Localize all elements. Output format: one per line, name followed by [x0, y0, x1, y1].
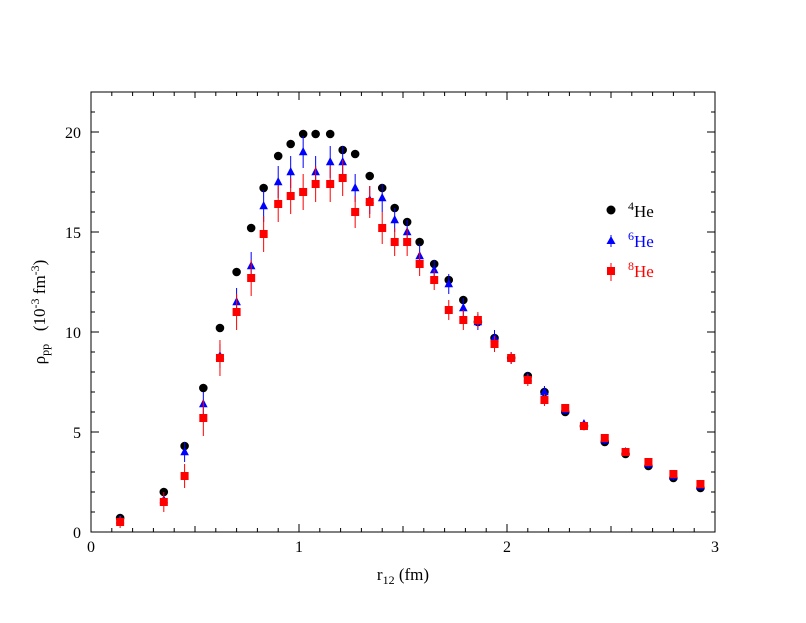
series-6he: [115, 136, 705, 524]
y-tick-label: 15: [65, 225, 81, 242]
data-point: [180, 447, 189, 456]
y-tick-label: 10: [65, 325, 81, 342]
data-point: [415, 260, 424, 268]
legend-item-8he: 8He: [607, 259, 654, 281]
series-8he: [116, 160, 705, 528]
data-point: [199, 414, 208, 422]
data-point: [259, 230, 268, 238]
legend-label-6he: 6He: [628, 229, 654, 251]
data-point: [365, 198, 374, 206]
y-axis-label: ρpp (10-3 fm-3): [28, 260, 52, 365]
data-point: [232, 308, 241, 316]
data-point: [180, 472, 189, 480]
data-point: [199, 383, 208, 393]
data-point: [325, 157, 335, 166]
data-point: [338, 174, 347, 182]
legend-item-4he: 4He: [606, 199, 654, 221]
data-point: [116, 518, 125, 526]
data-point: [286, 139, 295, 149]
data-point: [507, 354, 516, 362]
data-point: [377, 193, 387, 202]
tick-labels: 0 1 2 3 0 5 10 15 20: [65, 125, 719, 556]
data-point: [430, 276, 439, 284]
data-point: [561, 404, 570, 412]
data-point: [298, 147, 308, 156]
data-point: [523, 376, 532, 384]
data-point: [459, 303, 468, 312]
data-point: [325, 129, 335, 139]
data-point: [540, 396, 549, 404]
data-point: [215, 323, 225, 333]
y-tick-label: 5: [73, 425, 81, 442]
data-point: [600, 434, 609, 442]
data-point: [286, 167, 295, 176]
data-point: [390, 215, 399, 224]
x-tick-label: 0: [87, 539, 95, 556]
legend-label-8he: 8He: [628, 259, 654, 281]
data-point: [540, 387, 549, 396]
data-point: [326, 180, 335, 188]
legend-marker-8he: [607, 267, 615, 275]
data-point: [273, 177, 283, 186]
data-point: [473, 316, 482, 324]
data-point: [299, 188, 308, 196]
data-point: [459, 316, 468, 324]
data-point: [644, 458, 653, 466]
y-tick-label: 20: [65, 125, 81, 142]
data-point: [365, 171, 375, 181]
x-tick-label: 1: [295, 539, 303, 556]
data-point: [215, 354, 224, 362]
data-marks: [115, 129, 705, 528]
legend-marker-6he: [606, 236, 616, 244]
data-point: [621, 448, 630, 456]
data-point: [259, 183, 268, 193]
data-point: [351, 208, 360, 216]
series-4he: [115, 129, 705, 523]
data-point: [246, 223, 256, 233]
data-point: [444, 279, 454, 288]
x-tick-label: 3: [711, 539, 719, 556]
data-point: [696, 480, 705, 488]
x-tick-label: 2: [503, 539, 511, 556]
y-tick-label: 0: [73, 525, 81, 542]
axis-ticks: [90, 92, 716, 533]
data-point: [350, 183, 360, 192]
data-point: [415, 237, 424, 247]
data-point: [444, 306, 453, 314]
data-point: [350, 149, 360, 159]
data-point: [403, 238, 412, 246]
x-axis-label: r12 (fm): [377, 565, 429, 587]
data-point: [159, 498, 168, 506]
data-point: [274, 200, 283, 208]
data-point: [311, 129, 320, 139]
data-point: [669, 470, 678, 478]
data-point: [429, 265, 439, 274]
legend-label-4he: 4He: [628, 199, 654, 221]
data-point: [286, 192, 295, 200]
data-point: [259, 201, 268, 210]
data-point: [579, 422, 588, 430]
data-point: [298, 129, 308, 139]
data-point: [232, 267, 241, 277]
legend-marker-4he: [606, 205, 616, 215]
legend-item-6he: 6He: [606, 229, 654, 251]
data-point: [311, 180, 320, 188]
data-point: [390, 238, 399, 246]
data-point: [247, 274, 256, 282]
data-point: [273, 151, 283, 161]
legend: 4He 6He 8He: [606, 199, 654, 281]
data-point: [490, 340, 499, 348]
data-point: [378, 224, 387, 232]
